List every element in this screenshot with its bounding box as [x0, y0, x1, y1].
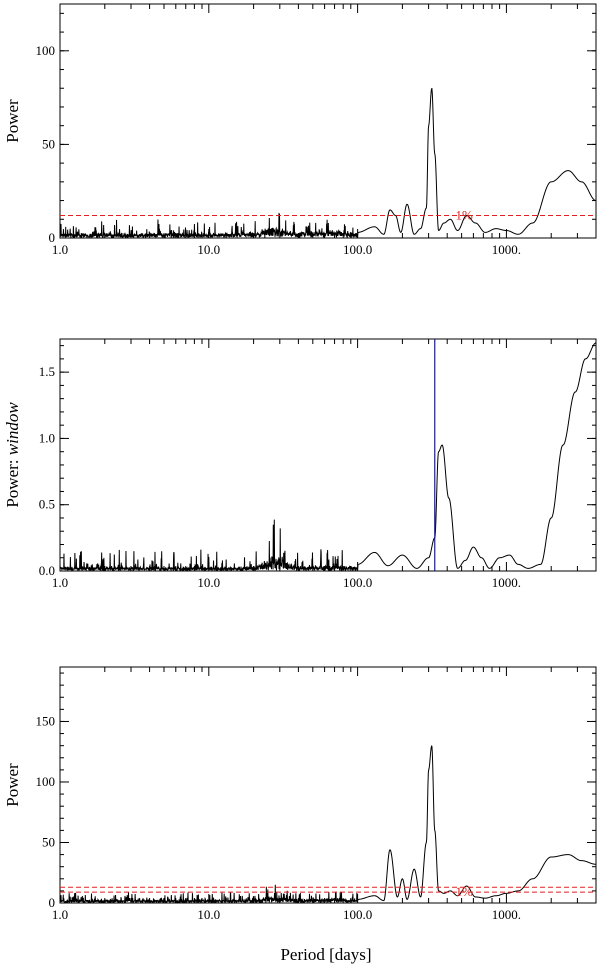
bottom-panel-y-tick-label: 150: [36, 713, 56, 728]
middle-panel-series-line: [60, 342, 596, 571]
bottom-panel-y-axis-label: Power: [3, 763, 22, 807]
top-panel-x-tick-label: 1.0: [52, 242, 68, 257]
top-panel-series-line: [60, 87, 596, 238]
middle-panel: 1.0 10.0 100.0 1000. 0.0 0.5 1.0 1.5 Power: wind…: [3, 338, 597, 590]
middle-panel-y-tick-label: 0.5: [39, 497, 55, 512]
bottom-panel-x-tick-label: 1.0: [52, 907, 68, 922]
bottom-panel: 1.0 10.0 100.0 1000. 0 50 100 150 Power 1%: [3, 666, 597, 922]
top-panel-threshold-label: 1%: [455, 208, 473, 223]
middle-panel-y-axis-label-main: Power:: [3, 459, 22, 507]
bottom-panel-series-line: [60, 745, 596, 903]
middle-panel-y-axis-label-italic: window: [3, 402, 22, 460]
top-panel: 1.0 10.0 100.0 1000. 0 50 100 Power 1%: [3, 3, 597, 257]
bottom-panel-x-tick-label: 1000.: [492, 907, 521, 922]
top-panel-plot-area: [60, 87, 596, 238]
top-panel-y-tick-label: 50: [42, 136, 55, 151]
middle-panel-frame: [59, 338, 597, 572]
bottom-panel-y-tick-label: 0: [49, 895, 56, 910]
top-panel-x-tick-label: 1000.: [492, 242, 521, 257]
middle-panel-y-axis-label: Power: window: [3, 402, 22, 508]
bottom-panel-x-tick-label: 10.0: [197, 907, 220, 922]
bottom-panel-y-tick-label: 100: [36, 774, 56, 789]
bottom-panel-threshold-label: 1%: [455, 884, 473, 899]
bottom-panel-plot-area: [60, 745, 596, 903]
middle-panel-x-tick-label: 1.0: [52, 575, 68, 590]
top-panel-x-tick-label: 100.0: [343, 242, 372, 257]
top-panel-x-tick-label: 10.0: [197, 242, 220, 257]
x-axis-label: Period [days]: [280, 945, 371, 964]
middle-panel-x-tick-label: 1000.: [492, 575, 521, 590]
top-panel-y-tick-label: 0: [49, 230, 56, 245]
top-panel-y-tick-label: 100: [36, 43, 56, 58]
middle-panel-plot-area: [60, 339, 596, 571]
bottom-panel-frame: [59, 666, 597, 904]
middle-panel-y-tick-label: 1.5: [39, 364, 55, 379]
bottom-panel-y-tick-label: 50: [42, 834, 55, 849]
middle-panel-y-tick-label: 0.0: [39, 563, 55, 578]
middle-panel-x-tick-label: 10.0: [197, 575, 220, 590]
middle-panel-y-tick-label: 1.0: [39, 430, 55, 445]
bottom-panel-x-tick-label: 100.0: [343, 907, 372, 922]
top-panel-y-axis-label: Power: [3, 99, 22, 143]
top-panel-frame: [59, 3, 597, 239]
middle-panel-x-tick-label: 100.0: [343, 575, 372, 590]
